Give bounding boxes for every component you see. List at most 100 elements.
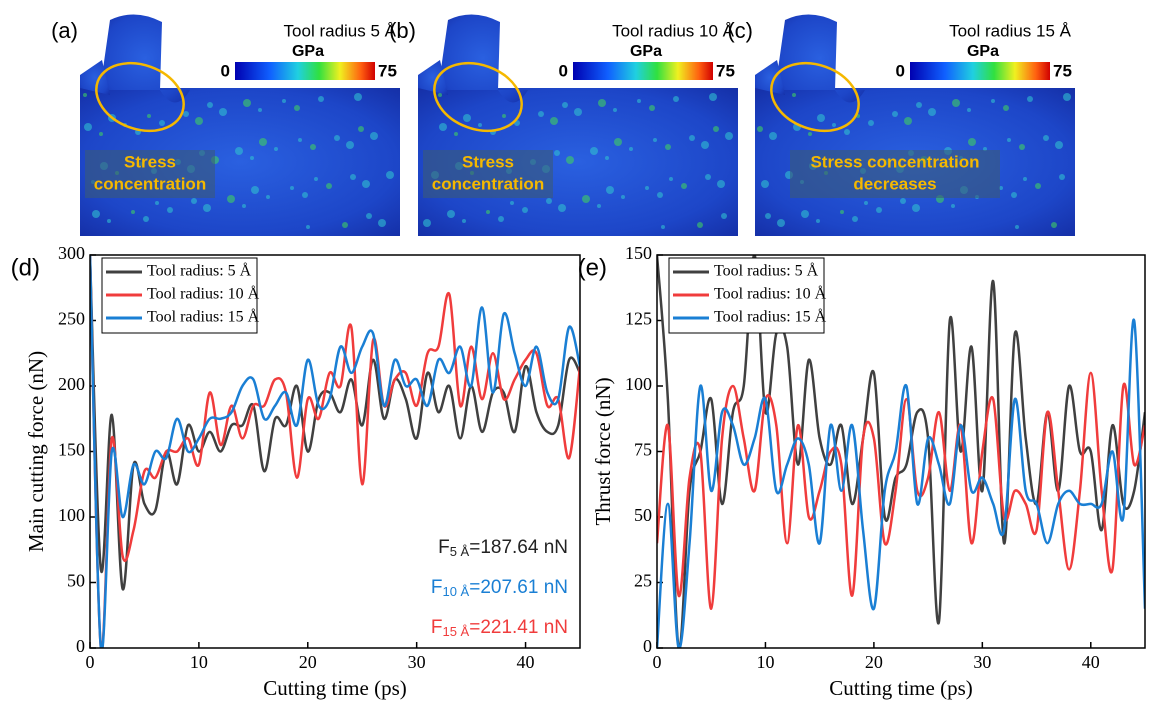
series-line (90, 255, 580, 648)
stress-speck (195, 117, 203, 125)
stress-speck (251, 186, 259, 194)
note-text: Stress concentration (810, 152, 979, 171)
stress-speck (362, 180, 370, 188)
stress-speck (1063, 93, 1071, 101)
simulation-panel: Stress concentration (b) Tool radius 10 Å GP… (389, 14, 738, 236)
stress-speck (912, 204, 920, 212)
stress-speck (967, 108, 971, 112)
plot-frame (656, 254, 1146, 649)
colorbar-unit: GPa (292, 43, 324, 60)
stress-speck (358, 126, 364, 132)
stress-speck (250, 156, 254, 160)
stress-speck (637, 99, 641, 103)
series-line (657, 255, 1145, 648)
stress-speck (705, 174, 711, 180)
stress-speck (454, 132, 458, 136)
y-axis-label: Main cutting force (nN) (24, 351, 48, 552)
stress-speck (354, 93, 362, 101)
chip-base (418, 60, 448, 95)
stress-speck (606, 186, 614, 194)
y-tick-label: 250 (58, 309, 85, 329)
y-tick-label: 200 (58, 374, 85, 394)
stress-speck (131, 210, 135, 214)
stress-speck (258, 108, 262, 112)
stress-speck (1023, 177, 1027, 181)
stress-speck (318, 96, 324, 102)
stress-speck (562, 102, 568, 108)
note-text: Stress (124, 152, 176, 171)
stress-speck (1055, 141, 1063, 149)
stress-speck (566, 156, 574, 164)
stress-speck (274, 147, 278, 151)
series-line (657, 371, 1145, 610)
panel-label: (e) (578, 254, 607, 281)
stress-speck (147, 114, 151, 118)
stress-speck (876, 207, 882, 213)
stress-speck (107, 219, 111, 223)
stress-speck (653, 138, 657, 142)
stress-circle (770, 61, 860, 133)
panel-label: (a) (51, 18, 78, 43)
stress-speck (582, 195, 590, 203)
stress-speck (613, 108, 617, 112)
stress-speck (808, 132, 812, 136)
stress-speck (155, 201, 159, 205)
stress-speck (817, 114, 825, 122)
stress-speck (235, 147, 243, 155)
y-tick-label: 0 (76, 636, 85, 656)
x-tick-label: 20 (865, 652, 883, 672)
stress-speck (701, 141, 709, 149)
legend-label: Tool radius: 15 Å (714, 308, 827, 326)
stress-speck (502, 114, 506, 118)
stress-speck (709, 93, 717, 101)
note-text: concentration (432, 174, 544, 193)
stress-speck (792, 93, 796, 97)
stress-speck (99, 132, 103, 136)
note-box (85, 150, 215, 198)
annotation-symbol: F (431, 577, 443, 598)
legend-label: Tool radius: 10 Å (147, 285, 260, 303)
stress-speck (1059, 174, 1065, 180)
y-tick-label: 300 (58, 243, 85, 263)
stress-speck (84, 123, 92, 131)
stress-speck (852, 216, 858, 222)
stress-speck (689, 135, 695, 141)
note-text: Stress (462, 152, 514, 171)
colorbar (910, 62, 1050, 80)
stress-speck (629, 147, 633, 151)
panel-label: (d) (11, 254, 40, 281)
stress-speck (310, 144, 316, 150)
stress-speck (1007, 138, 1011, 142)
stress-speck (510, 201, 514, 205)
stress-speck (314, 177, 318, 181)
note-box (790, 150, 1000, 198)
stress-speck (259, 138, 267, 146)
stress-speck (916, 102, 922, 108)
stress-speck (840, 210, 844, 214)
stress-speck (590, 147, 598, 155)
plot-frame (89, 254, 581, 649)
y-tick-label: 50 (634, 505, 652, 525)
stress-speck (438, 93, 442, 97)
x-tick-label: 30 (408, 652, 426, 672)
stress-speck (342, 222, 348, 228)
y-tick-label: 25 (634, 571, 652, 591)
stress-speck (1019, 144, 1025, 150)
stress-speck (657, 192, 663, 198)
x-tick-label: 40 (1082, 652, 1100, 672)
stress-speck (554, 150, 560, 156)
x-tick-label: 0 (653, 652, 662, 672)
stress-speck (558, 204, 566, 212)
stress-circle (95, 61, 185, 133)
stress-speck (717, 180, 725, 188)
note-text: concentration (94, 174, 206, 193)
stress-speck (1043, 135, 1049, 141)
stress-speck (1003, 105, 1009, 111)
chip-base (755, 60, 785, 95)
stress-speck (463, 114, 471, 122)
stress-speck (991, 99, 995, 103)
annotation-subscript: 15 Å (442, 624, 469, 639)
y-tick-label: 100 (625, 374, 652, 394)
panel-title: Tool radius 15 Å (949, 21, 1072, 40)
stress-speck (968, 138, 976, 146)
